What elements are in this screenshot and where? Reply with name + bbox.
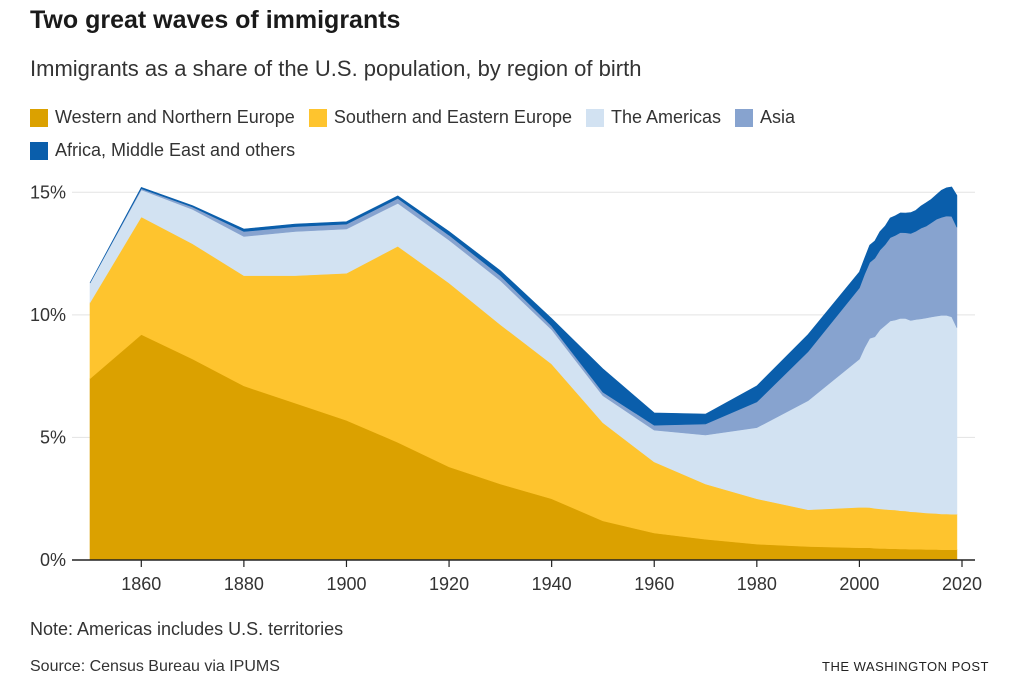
legend-swatch [308,108,327,127]
legend-swatch [30,141,48,160]
legend-item-americas: The Americas [585,107,722,128]
x-tick-label: 2000 [839,574,879,594]
y-tick-label: 10% [30,305,66,325]
legend-item-western-northern-europe: Western and Northern Europe [30,107,295,128]
x-tick-label: 1980 [737,574,777,594]
legend-label: The Americas [610,107,722,127]
chart-note: Note: Americas includes U.S. territories [30,619,344,639]
stacked-area-chart: 0% 5% 10% 15% 1860 1880 1900 1920 1940 1960 1980 20… [30,182,982,594]
legend-item-asia: Asia [735,107,795,128]
y-tick-label: 15% [30,182,66,202]
legend-swatch [735,108,754,127]
x-tick-label: 2020 [942,574,982,594]
area-series-4 [89,186,958,426]
x-tick-label: 1920 [429,574,469,594]
legend-label: Southern and Eastern Europe [333,107,572,127]
y-tick-label: 0% [40,550,66,570]
y-tick-label: 5% [40,427,66,447]
legend: Western and Northern Europe Southern and… [30,104,970,170]
x-tick-label: 1960 [634,574,674,594]
legend-row-1: Western and Northern Europe Southern and… [30,104,970,131]
x-tick-label: 1940 [532,574,572,594]
legend-item-africa-middle-east: Africa, Middle East and others [30,140,295,161]
chart-subtitle: Immigrants as a share of the U.S. popula… [30,56,642,81]
legend-label: Western and Northern Europe [55,107,295,127]
legend-swatch [30,108,48,127]
x-tick-label: 1880 [224,574,264,594]
x-tick-label: 1900 [326,574,366,594]
legend-item-southern-eastern-europe: Southern and Eastern Europe [308,107,572,128]
publisher-brand: THE WASHINGTON POST [822,659,989,674]
x-tick-label: 1860 [121,574,161,594]
legend-label: Africa, Middle East and others [55,140,296,160]
chart-source: Source: Census Bureau via IPUMS [30,658,280,675]
legend-swatch [585,108,604,127]
chart-title: Two great waves of immigrants [30,6,401,34]
legend-label: Asia [760,107,796,127]
legend-row-2: Africa, Middle East and others [30,137,970,164]
